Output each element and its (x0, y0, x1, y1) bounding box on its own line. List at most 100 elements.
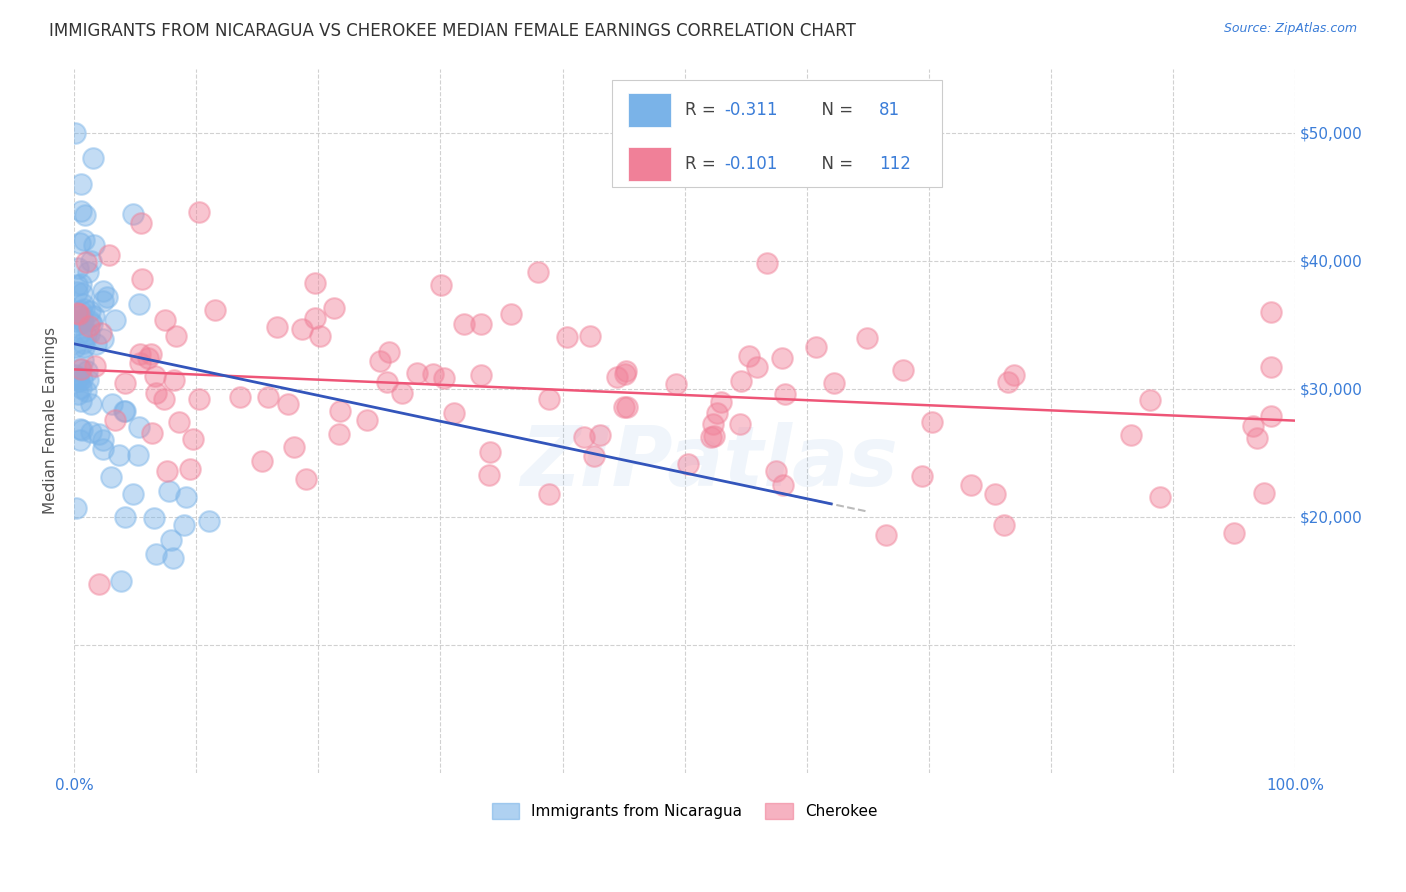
Point (356, 413, 378, 427)
Point (141, 426, 163, 441)
Point (69, 422, 91, 436)
Point (960, 478, 983, 492)
Text: N =: N = (811, 155, 859, 173)
Point (79, 314, 101, 328)
Point (66, 278, 89, 293)
Text: N =: N = (811, 102, 859, 120)
Point (730, 374, 752, 388)
Point (470, 368, 492, 382)
Point (703, 429, 725, 443)
Point (110, 574, 132, 588)
Point (129, 347, 152, 361)
Text: R =: R = (685, 155, 721, 173)
Point (73, 301, 96, 316)
Point (66, 285, 89, 299)
Point (114, 510, 136, 524)
Point (804, 341, 827, 355)
Point (70, 285, 93, 300)
Point (875, 528, 897, 542)
Point (65, 126, 87, 140)
Point (72, 234, 94, 248)
Point (98, 248, 121, 262)
Point (100, 470, 122, 484)
Text: IMMIGRANTS FROM NICARAGUA VS CHEROKEE MEDIAN FEMALE EARNINGS CORRELATION CHART: IMMIGRANTS FROM NICARAGUA VS CHEROKEE ME… (49, 22, 856, 40)
Point (745, 360, 768, 375)
Point (72, 336, 94, 351)
Point (1253, 486, 1275, 500)
Point (70, 381, 93, 395)
Point (65, 314, 87, 328)
Point (755, 256, 778, 270)
Point (198, 514, 221, 528)
Point (911, 469, 934, 483)
Point (66, 372, 89, 386)
Point (478, 468, 501, 483)
Point (69, 433, 91, 447)
Point (129, 216, 152, 230)
Point (143, 368, 166, 383)
Text: Source: ZipAtlas.com: Source: ZipAtlas.com (1223, 22, 1357, 36)
Point (1121, 428, 1143, 442)
Point (738, 349, 761, 363)
Point (89, 427, 111, 442)
Point (322, 301, 344, 315)
Point (730, 417, 752, 432)
Point (65, 318, 87, 332)
Y-axis label: Median Female Earnings: Median Female Earnings (44, 327, 58, 514)
Point (122, 486, 145, 500)
Point (378, 344, 401, 359)
Point (91, 284, 114, 298)
Point (181, 432, 204, 446)
Point (375, 375, 398, 389)
Point (1241, 419, 1264, 434)
Point (75, 384, 97, 399)
Text: 81: 81 (879, 102, 900, 120)
Point (121, 207, 143, 221)
Point (1246, 431, 1268, 445)
Point (606, 370, 628, 384)
Point (294, 472, 316, 486)
Text: R =: R = (685, 102, 721, 120)
Point (69, 203, 91, 218)
Point (83, 309, 105, 323)
Point (538, 392, 561, 406)
Point (772, 478, 794, 492)
Text: 112: 112 (879, 155, 911, 173)
Point (66, 261, 89, 276)
Point (139, 347, 162, 361)
Point (67, 371, 90, 385)
Point (555, 330, 578, 344)
Point (710, 394, 733, 409)
Point (93, 442, 115, 456)
Point (174, 490, 197, 504)
Point (128, 297, 150, 311)
Point (538, 487, 561, 501)
Point (136, 351, 159, 366)
Point (127, 448, 149, 462)
Point (993, 518, 1015, 533)
Point (470, 317, 492, 331)
Point (891, 363, 914, 377)
Point (70, 393, 93, 408)
Point (257, 390, 280, 404)
Point (676, 457, 699, 471)
Point (67, 307, 90, 321)
Point (65, 340, 87, 354)
Point (69, 303, 91, 318)
Point (328, 426, 350, 441)
Point (153, 392, 176, 406)
Point (70, 312, 93, 326)
Point (72, 353, 94, 368)
Point (572, 430, 595, 444)
Point (162, 550, 184, 565)
Point (997, 375, 1019, 389)
Point (80, 317, 103, 331)
Point (70, 372, 93, 386)
Point (69, 236, 91, 251)
Point (75, 327, 97, 342)
Point (77, 326, 100, 341)
Point (104, 312, 127, 326)
Point (578, 329, 600, 343)
Point (83, 238, 105, 252)
Point (91, 433, 114, 447)
